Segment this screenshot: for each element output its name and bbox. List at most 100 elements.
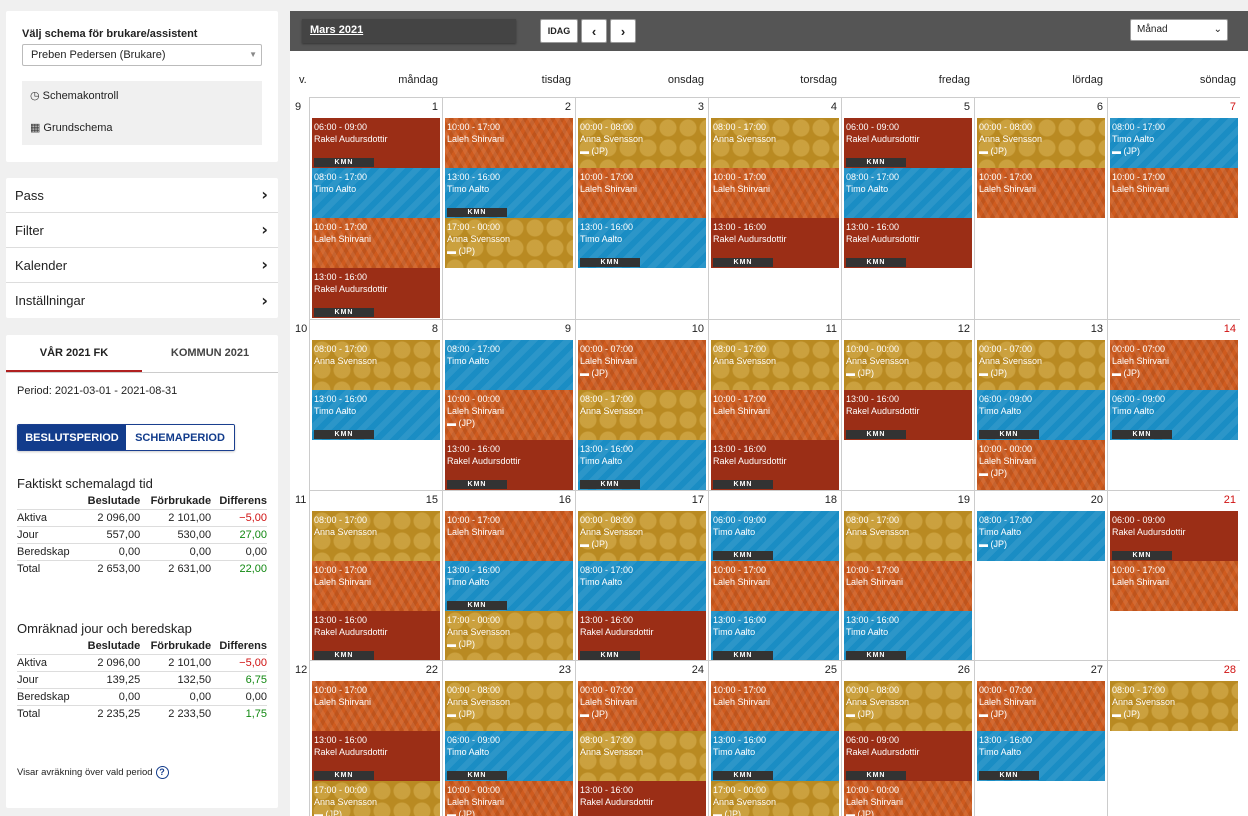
shift-event[interactable]: 13:00 - 16:00 Rakel Audursdottir KMN bbox=[844, 390, 972, 440]
shift-event[interactable]: 08:00 - 17:00 Anna Svensson ▬ (JP) bbox=[1110, 681, 1238, 731]
shift-event[interactable]: 10:00 - 00:00 Laleh Shirvani ▬ (JP) bbox=[977, 440, 1105, 490]
day-cell[interactable]: 19 08:00 - 17:00 Anna Svensson 10:00 - 17:0… bbox=[841, 490, 974, 661]
day-cell[interactable]: 14 00:00 - 07:00 Laleh Shirvani ▬ (JP) 06:00… bbox=[1107, 319, 1240, 490]
shift-event[interactable]: 00:00 - 08:00 Anna Svensson ▬ (JP) bbox=[977, 118, 1105, 168]
grundschema-link[interactable]: ▦ Grundschema bbox=[30, 121, 113, 135]
person-select[interactable]: Preben Pedersen (Brukare) ▼ bbox=[22, 44, 262, 66]
shift-event[interactable]: 00:00 - 07:00 Laleh Shirvani ▬ (JP) bbox=[578, 340, 706, 390]
menu-item-filter[interactable]: Filter › bbox=[6, 213, 278, 248]
shift-event[interactable]: 10:00 - 17:00 Laleh Shirvani bbox=[1110, 561, 1238, 611]
shift-event[interactable]: 10:00 - 17:00 Laleh Shirvani bbox=[711, 561, 839, 611]
shift-event[interactable]: 10:00 - 17:00 Laleh Shirvani bbox=[312, 561, 440, 611]
shift-event[interactable]: 13:00 - 16:00 Timo Aalto KMN bbox=[844, 611, 972, 661]
beslutsperiod-button[interactable]: BESLUTSPERIOD bbox=[18, 425, 126, 450]
day-cell[interactable]: 16 10:00 - 17:00 Laleh Shirvani 13:00 - 16:… bbox=[442, 490, 575, 661]
shift-event[interactable]: 00:00 - 07:00 Laleh Shirvani ▬ (JP) bbox=[578, 681, 706, 731]
shift-event[interactable]: 06:00 - 09:00 Rakel Audursdottir KMN bbox=[1110, 511, 1238, 561]
shift-event[interactable]: 10:00 - 17:00 Laleh Shirvani bbox=[711, 168, 839, 218]
shift-event[interactable]: 17:00 - 00:00 Anna Svensson ▬ (JP) bbox=[445, 611, 573, 661]
tab-kommun-2021[interactable]: KOMMUN 2021 bbox=[170, 347, 250, 359]
shift-event[interactable]: 06:00 - 09:00 Timo Aalto KMN bbox=[977, 390, 1105, 440]
shift-event[interactable]: 13:00 - 16:00 Timo Aalto KMN bbox=[445, 168, 573, 218]
shift-event[interactable]: 06:00 - 09:00 Rakel Audursdottir KMN bbox=[844, 731, 972, 781]
day-cell[interactable]: 18 06:00 - 09:00 Timo Aalto KMN 10:00 - 17:0… bbox=[708, 490, 841, 661]
shift-event[interactable]: 13:00 - 16:00 Rakel Audursdottir KMN bbox=[578, 611, 706, 661]
day-cell[interactable]: 17 00:00 - 08:00 Anna Svensson ▬ (JP) 08:00 … bbox=[575, 490, 708, 661]
shift-event[interactable]: 10:00 - 17:00 Laleh Shirvani bbox=[711, 681, 839, 731]
day-cell[interactable]: 10 00:00 - 07:00 Laleh Shirvani ▬ (JP) 08:00… bbox=[575, 319, 708, 490]
day-cell[interactable]: 23 00:00 - 08:00 Anna Svensson ▬ (JP) 06:00 … bbox=[442, 660, 575, 816]
shift-event[interactable]: 08:00 - 17:00 Timo Aalto bbox=[445, 340, 573, 390]
shift-event[interactable]: 08:00 - 17:00 Anna Svensson bbox=[844, 511, 972, 561]
shift-event[interactable]: 10:00 - 17:00 Laleh Shirvani bbox=[844, 561, 972, 611]
shift-event[interactable]: 10:00 - 00:00 Laleh Shirvani ▬ (JP) bbox=[844, 781, 972, 816]
menu-item-installningar[interactable]: Inställningar › bbox=[6, 283, 278, 318]
day-cell[interactable]: 15 08:00 - 17:00 Anna Svensson 10:00 - 17:0… bbox=[309, 490, 442, 661]
day-cell[interactable]: 28 08:00 - 17:00 Anna Svensson ▬ (JP) bbox=[1107, 660, 1240, 816]
day-cell[interactable]: 5 06:00 - 09:00 Rakel Audursdottir KMN 08:00… bbox=[841, 97, 974, 319]
shift-event[interactable]: 10:00 - 00:00 Anna Svensson ▬ (JP) bbox=[844, 340, 972, 390]
shift-event[interactable]: 08:00 - 17:00 Anna Svensson bbox=[578, 731, 706, 781]
day-cell[interactable]: 21 06:00 - 09:00 Rakel Audursdottir KMN 10:0… bbox=[1107, 490, 1240, 660]
shift-event[interactable]: 06:00 - 09:00 Rakel Audursdottir KMN bbox=[844, 118, 972, 168]
day-cell[interactable]: 13 00:00 - 07:00 Anna Svensson ▬ (JP) 06:00 … bbox=[974, 319, 1107, 490]
day-cell[interactable]: 26 00:00 - 08:00 Anna Svensson ▬ (JP) 06:00 … bbox=[841, 660, 974, 816]
shift-event[interactable]: 13:00 - 16:00 Rakel Audursdottir KMN bbox=[711, 218, 839, 268]
day-cell[interactable]: 2 10:00 - 17:00 Laleh Shirvani 13:00 - 16:0… bbox=[442, 97, 575, 319]
shift-event[interactable]: 10:00 - 17:00 Laleh Shirvani bbox=[312, 218, 440, 268]
shift-event[interactable]: 08:00 - 17:00 Anna Svensson bbox=[312, 511, 440, 561]
shift-event[interactable]: 13:00 - 16:00 Timo Aalto KMN bbox=[711, 611, 839, 661]
schemakontroll-link[interactable]: ◷ Schemakontroll bbox=[30, 89, 118, 103]
day-cell[interactable]: 24 00:00 - 07:00 Laleh Shirvani ▬ (JP) 08:00… bbox=[575, 660, 708, 816]
day-cell[interactable]: 3 00:00 - 08:00 Anna Svensson ▬ (JP) 10:00 -… bbox=[575, 97, 708, 319]
shift-event[interactable]: 00:00 - 08:00 Anna Svensson ▬ (JP) bbox=[578, 118, 706, 168]
shift-event[interactable]: 00:00 - 08:00 Anna Svensson ▬ (JP) bbox=[844, 681, 972, 731]
shift-event[interactable]: 10:00 - 00:00 Laleh Shirvani ▬ (JP) bbox=[445, 781, 573, 816]
shift-event[interactable]: 10:00 - 17:00 Laleh Shirvani bbox=[711, 390, 839, 440]
day-cell[interactable]: 1 06:00 - 09:00 Rakel Audursdottir KMN 08:00… bbox=[309, 97, 442, 319]
day-cell[interactable]: 27 00:00 - 07:00 Laleh Shirvani ▬ (JP) 13:00… bbox=[974, 660, 1107, 816]
shift-event[interactable]: 06:00 - 09:00 Rakel Audursdottir KMN bbox=[312, 118, 440, 168]
day-cell[interactable]: 4 08:00 - 17:00 Anna Svensson 10:00 - 17:00… bbox=[708, 97, 841, 319]
shift-event[interactable]: 10:00 - 17:00 Laleh Shirvani bbox=[1110, 168, 1238, 218]
shift-event[interactable]: 13:00 - 16:00 Timo Aalto KMN bbox=[578, 218, 706, 268]
shift-event[interactable]: 13:00 - 16:00 Timo Aalto KMN bbox=[445, 561, 573, 611]
shift-event[interactable]: 00:00 - 08:00 Anna Svensson ▬ (JP) bbox=[445, 681, 573, 731]
shift-event[interactable]: 10:00 - 00:00 Laleh Shirvani ▬ (JP) bbox=[445, 390, 573, 440]
shift-event[interactable]: 13:00 - 16:00 Timo Aalto KMN bbox=[711, 731, 839, 781]
shift-event[interactable]: 13:00 - 16:00 Timo Aalto KMN bbox=[312, 390, 440, 440]
shift-event[interactable]: 08:00 - 17:00 Timo Aalto bbox=[578, 561, 706, 611]
shift-event[interactable]: 13:00 - 16:00 Rakel Audursdottir KMN bbox=[844, 218, 972, 268]
shift-event[interactable]: 00:00 - 07:00 Laleh Shirvani ▬ (JP) bbox=[1110, 340, 1238, 390]
shift-event[interactable]: 08:00 - 17:00 Timo Aalto bbox=[844, 168, 972, 218]
shift-event[interactable]: 10:00 - 17:00 Laleh Shirvani bbox=[312, 681, 440, 731]
prev-month-button[interactable]: ‹ bbox=[581, 19, 607, 43]
shift-event[interactable]: 13:00 - 16:00 Timo Aalto KMN bbox=[578, 440, 706, 490]
shift-event[interactable]: 10:00 - 17:00 Laleh Shirvani bbox=[977, 168, 1105, 218]
shift-event[interactable]: 13:00 - 16:00 Rakel Audursdottir KMN bbox=[445, 440, 573, 490]
shift-event[interactable]: 13:00 - 16:00 Timo Aalto KMN bbox=[977, 731, 1105, 781]
shift-event[interactable]: 08:00 - 17:00 Anna Svensson bbox=[711, 340, 839, 390]
view-select[interactable]: Månad ⌄ bbox=[1130, 19, 1228, 41]
day-cell[interactable]: 6 00:00 - 08:00 Anna Svensson ▬ (JP) 10:00 -… bbox=[974, 97, 1107, 319]
shift-event[interactable]: 13:00 - 16:00 Rakel Audursdottir bbox=[578, 781, 706, 816]
shift-event[interactable]: 00:00 - 07:00 Anna Svensson ▬ (JP) bbox=[977, 340, 1105, 390]
shift-event[interactable]: 13:00 - 16:00 Rakel Audursdottir KMN bbox=[312, 268, 440, 318]
menu-item-pass[interactable]: Pass › bbox=[6, 178, 278, 213]
day-cell[interactable]: 8 08:00 - 17:00 Anna Svensson 13:00 - 16:00… bbox=[309, 319, 442, 490]
day-cell[interactable]: 22 10:00 - 17:00 Laleh Shirvani 13:00 - 16:… bbox=[309, 660, 442, 816]
shift-event[interactable]: 17:00 - 00:00 Anna Svensson ▬ (JP) bbox=[445, 218, 573, 268]
shift-event[interactable]: 08:00 - 17:00 Anna Svensson bbox=[578, 390, 706, 440]
shift-event[interactable]: 08:00 - 17:00 Anna Svensson bbox=[312, 340, 440, 390]
help-icon[interactable]: ? bbox=[155, 766, 169, 779]
day-cell[interactable]: 9 08:00 - 17:00 Timo Aalto 10:00 - 00:00 Lal… bbox=[442, 319, 575, 490]
menu-item-kalender[interactable]: Kalender › bbox=[6, 248, 278, 283]
shift-event[interactable]: 08:00 - 17:00 Timo Aalto ▬ (JP) bbox=[1110, 118, 1238, 168]
shift-event[interactable]: 08:00 - 17:00 Timo Aalto bbox=[312, 168, 440, 218]
shift-event[interactable]: 10:00 - 17:00 Laleh Shirvani bbox=[445, 118, 573, 168]
shift-event[interactable]: 13:00 - 16:00 Rakel Audursdottir KMN bbox=[312, 731, 440, 781]
shift-event[interactable]: 10:00 - 17:00 Laleh Shirvani bbox=[445, 511, 573, 561]
day-cell[interactable]: 20 08:00 - 17:00 Timo Aalto ▬ (JP) bbox=[974, 490, 1107, 660]
shift-event[interactable]: 06:00 - 09:00 Timo Aalto KMN bbox=[1110, 390, 1238, 440]
shift-event[interactable]: 17:00 - 00:00 Anna Svensson ▬ (JP) bbox=[312, 781, 440, 816]
